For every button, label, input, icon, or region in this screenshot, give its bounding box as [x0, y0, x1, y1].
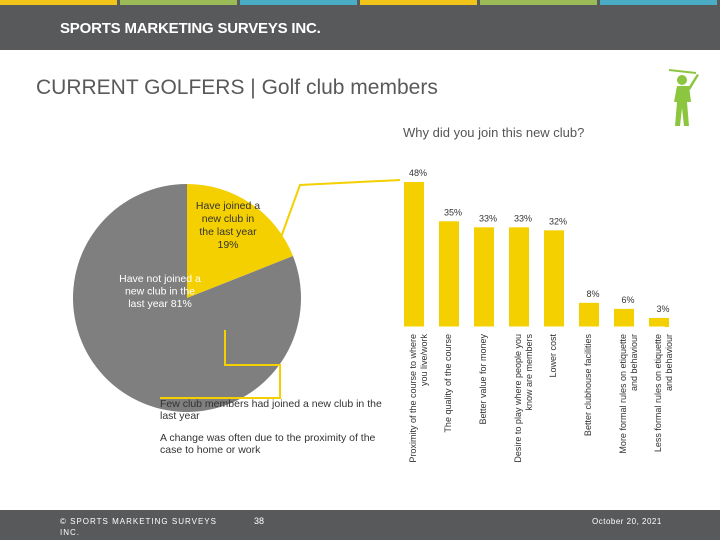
bar-category-label: More formal rules on etiquetteand behavi…: [618, 334, 639, 454]
bar-value-label: 8%: [586, 289, 599, 299]
chart-question: Why did you join this new club?: [403, 125, 585, 140]
header-bar: SPORTS MARKETING SURVEYS INC.: [0, 0, 720, 50]
stripe: [480, 0, 597, 5]
pie-slice: [187, 184, 293, 298]
bar-value-label: 33%: [479, 213, 497, 223]
stripe: [600, 0, 717, 5]
bar-category-label: Desire to play where people youknow are …: [513, 334, 534, 463]
bar-category-label: Less formal rules on etiquetteand behavi…: [653, 334, 674, 452]
bar-value-label: 32%: [549, 216, 567, 226]
stripe: [0, 0, 117, 5]
footer-page-number: 38: [254, 516, 265, 526]
bar: [474, 227, 494, 327]
bar-value-label: 35%: [444, 207, 462, 217]
bar-value-label: 6%: [621, 295, 634, 305]
pie-slice: [72, 184, 301, 413]
bar-category-label: Lower cost: [548, 334, 558, 378]
bar-value-label: 3%: [656, 304, 669, 314]
bar-category-label: The quality of the course: [443, 334, 453, 433]
callout-line-2: A change was often due to the proximity …: [160, 432, 376, 456]
bar: [649, 317, 669, 327]
bar-category-label: Proximity of the course to whereyou live…: [408, 334, 429, 463]
bar-value-label: 33%: [514, 213, 532, 223]
footer-copyright: © SPORTS MARKETING SURVEYS INC.: [60, 517, 217, 537]
header-color-stripes: [0, 0, 720, 5]
bar: [404, 182, 424, 327]
brand-logo-text: SPORTS MARKETING SURVEYS INC.: [60, 20, 321, 37]
stripe: [120, 0, 237, 5]
callout-box: Few club members had joined a new club i…: [160, 398, 390, 466]
stripe: [360, 0, 477, 5]
pie-connector: [279, 179, 401, 241]
footer-bar: © SPORTS MARKETING SURVEYS INC. 38 Octob…: [0, 510, 720, 540]
bar: [579, 302, 599, 327]
bar-category-label: Better value for money: [478, 334, 488, 425]
slide-title: CURRENT GOLFERS | Golf club members: [36, 76, 438, 99]
bar: [544, 230, 564, 327]
bar-value-label: 48%: [409, 168, 427, 178]
footer-date: October 20, 2021: [592, 517, 662, 526]
pie-label-joined: Have joined a new club in the last year 19%: [196, 200, 260, 251]
golfer-icon: [668, 69, 699, 126]
stripe: [240, 0, 357, 5]
bar: [439, 221, 459, 327]
bar-category-label: Better clubhouse facilities: [583, 334, 593, 437]
pie-label-not-joined: Have not joined a new club in the last yea…: [119, 273, 201, 310]
bar: [509, 227, 529, 327]
bar: [614, 308, 634, 327]
callout-connector: [160, 330, 281, 399]
callout-line-1: Few club members had joined a new club i…: [160, 398, 382, 422]
